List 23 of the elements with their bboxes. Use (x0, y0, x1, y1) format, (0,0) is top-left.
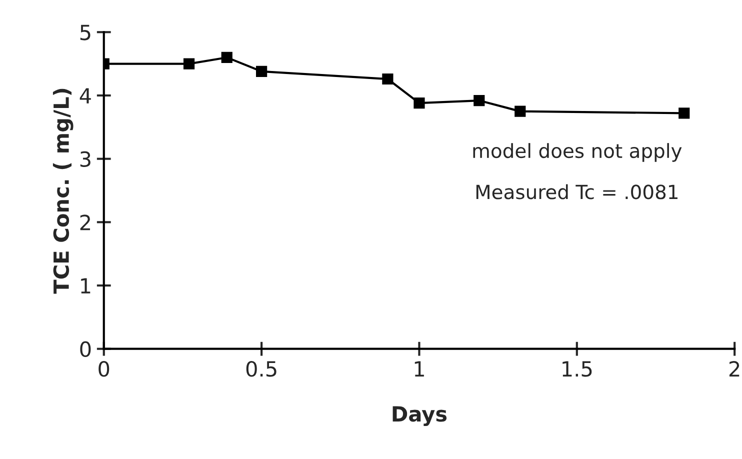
x-tick-label: 1 (414, 361, 424, 376)
x-tick-label: 0.5 (246, 361, 276, 377)
point (474, 94, 485, 106)
y-tick-label: 2 (80, 214, 90, 230)
x-axis-title: Days (392, 406, 447, 426)
point (414, 98, 425, 109)
x-tick-label: 2 (729, 361, 740, 376)
x-tick-label: 0 (98, 361, 110, 377)
y-tick-label: 4 (80, 88, 91, 104)
annotation: Measured Tc = .0081 (476, 184, 678, 200)
y-tick-label: 1 (81, 278, 90, 294)
y-tick-label: 0 (80, 341, 91, 358)
y-tick-label: 5 (80, 24, 90, 40)
y-tick-label: 3 (80, 151, 90, 168)
annotation: model does not apply (473, 143, 682, 162)
point (221, 52, 232, 64)
point (382, 73, 394, 85)
point (256, 66, 268, 77)
point (183, 58, 195, 70)
y-axis-title: TCE Conc. ( mg/L) (52, 88, 74, 294)
x-tick-label: 1.5 (562, 361, 592, 377)
point (514, 106, 526, 117)
point (678, 108, 690, 119)
